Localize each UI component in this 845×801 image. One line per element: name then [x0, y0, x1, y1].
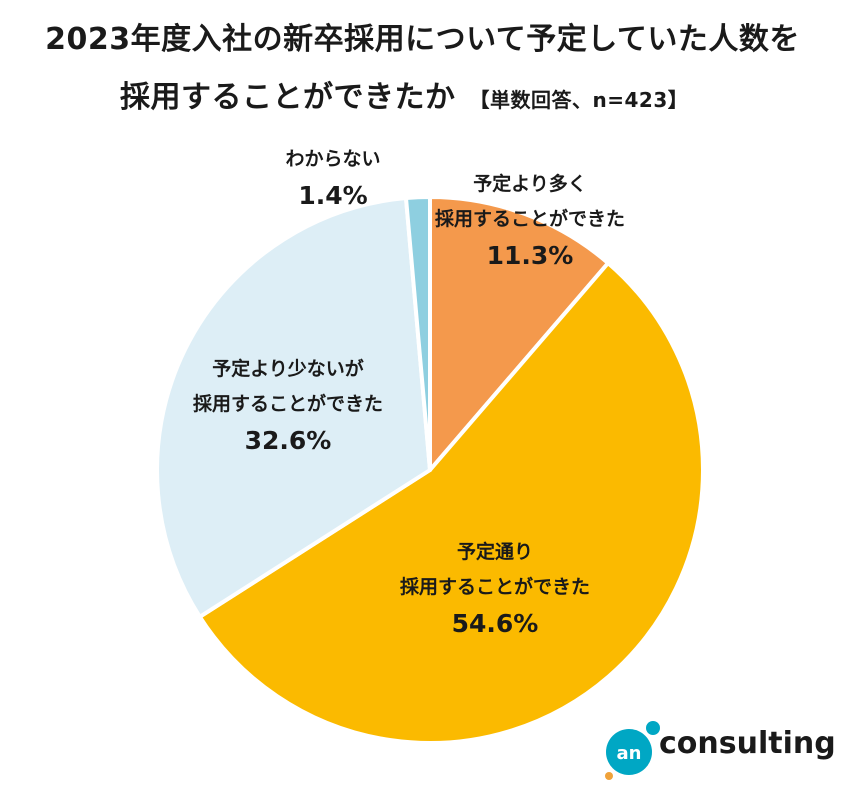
- logo-mark-icon: an: [605, 721, 660, 780]
- slice-3-label-line-1: 予定より少ないが: [212, 357, 364, 380]
- pie-slice-2: [197, 261, 705, 745]
- pie-slice-4: [403, 195, 432, 472]
- slice-2-label-line-2: 採用することができた: [400, 575, 590, 598]
- slice-1-value-label: 11.3%: [487, 241, 574, 270]
- an-consulting-logo: an consulting: [603, 718, 836, 783]
- chart-subtitle: 【単数回答、n=423】: [469, 88, 689, 112]
- logo-wordmark: consulting: [659, 726, 836, 761]
- slice-3-label-line-2: 採用することができた: [193, 392, 383, 415]
- logo-mark-text: an: [617, 743, 642, 764]
- chart-title-line-2-text: 採用することができたか: [120, 80, 456, 115]
- slice-2-label-line-1: 予定通り: [457, 540, 533, 563]
- slice-4-label-line-1: わからない: [285, 148, 380, 170]
- chart-title-line-2: 採用することができたか 【単数回答、n=423】: [120, 72, 688, 116]
- chart-title-line-1: 2023年度入社の新卒採用について予定していた人数を: [45, 22, 800, 57]
- slice-3-value-label: 32.6%: [245, 426, 332, 455]
- slice-4-value-label: 1.4%: [298, 181, 367, 210]
- slice-2-value-label: 54.6%: [452, 609, 539, 638]
- pie-slice-1: [428, 195, 611, 472]
- slice-1-label-line-2: 採用することができた: [435, 207, 625, 230]
- slice-1-label-line-1: 予定より多く: [473, 172, 587, 195]
- pie-slice-3: [155, 196, 432, 619]
